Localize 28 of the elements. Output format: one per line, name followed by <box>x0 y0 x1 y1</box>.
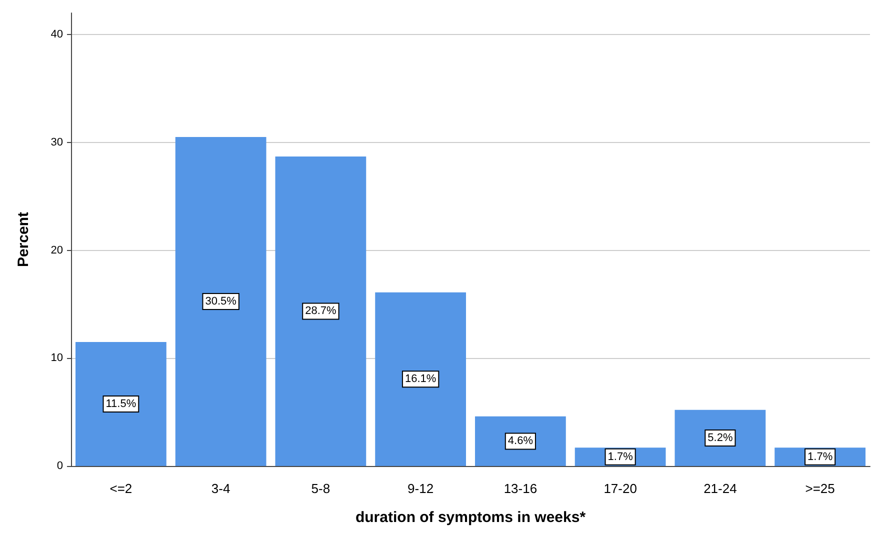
bar <box>275 156 366 466</box>
y-tick-label: 40 <box>50 28 63 41</box>
x-tick-label: 9-12 <box>408 481 434 496</box>
y-tick-label: 20 <box>50 244 63 256</box>
data-label: 5.2% <box>708 432 733 444</box>
bar <box>674 410 766 466</box>
bar <box>175 137 266 466</box>
x-tick-label: 21-24 <box>704 481 737 496</box>
y-tick-label: 10 <box>50 352 63 364</box>
x-axis-title: duration of symptoms in weeks* <box>355 509 586 526</box>
x-tick-label: <=2 <box>110 481 132 496</box>
data-label: 1.7% <box>808 450 833 463</box>
x-tick-label: 5-8 <box>311 481 330 496</box>
data-label: 16.1% <box>404 373 436 386</box>
data-label: 11.5% <box>106 398 136 410</box>
bar <box>75 342 166 466</box>
x-tick-label: >=25 <box>805 481 835 496</box>
data-label: 28.7% <box>305 305 336 318</box>
y-axis-title: Percent <box>15 212 32 268</box>
data-label: 1.7% <box>608 450 634 463</box>
x-tick-label: 13-16 <box>504 481 538 496</box>
x-tick-label: 17-20 <box>604 481 637 496</box>
data-label: 30.5% <box>205 296 237 308</box>
y-tick-label: 30 <box>50 136 63 148</box>
data-label: 4.6% <box>508 435 534 448</box>
x-tick-label: 3-4 <box>211 481 230 496</box>
y-tick-label: 0 <box>56 460 63 472</box>
bar <box>375 292 466 466</box>
